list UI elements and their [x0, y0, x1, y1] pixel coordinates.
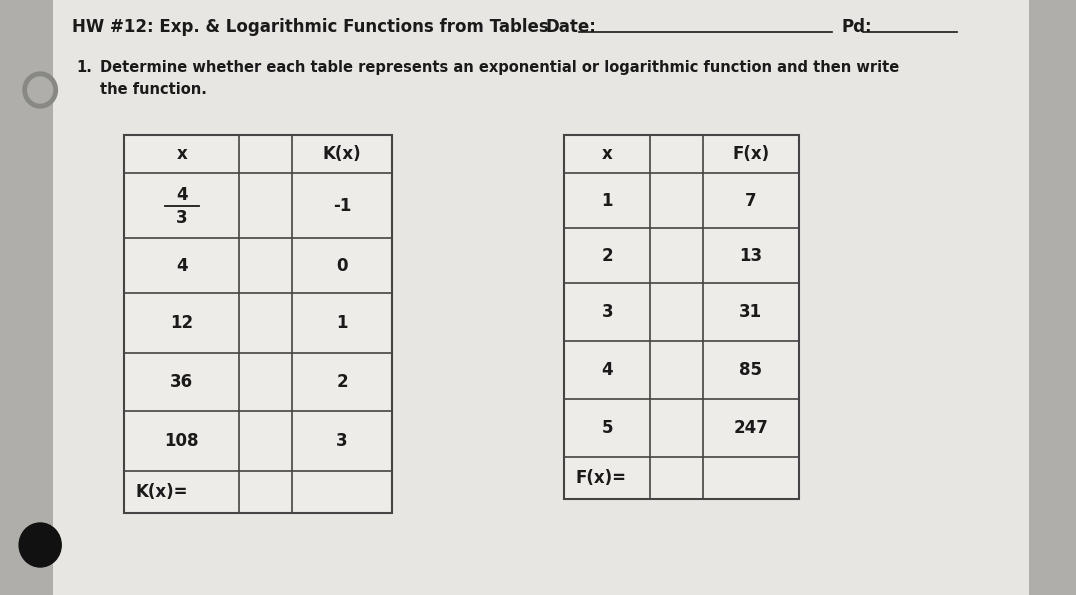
Text: K(x)=: K(x)= [136, 483, 188, 501]
Text: the function.: the function. [100, 82, 208, 97]
Text: F(x)=: F(x)= [576, 469, 627, 487]
Text: 7: 7 [745, 192, 756, 209]
Text: 12: 12 [170, 314, 194, 332]
Text: 2: 2 [601, 246, 613, 265]
Text: -1: -1 [332, 196, 351, 215]
Text: Pd:: Pd: [841, 18, 873, 36]
Text: K(x): K(x) [323, 145, 362, 163]
Text: Date:: Date: [546, 18, 596, 36]
Text: 1: 1 [601, 192, 613, 209]
Circle shape [23, 72, 57, 108]
Text: 108: 108 [165, 432, 199, 450]
Text: x: x [603, 145, 613, 163]
Text: 1.: 1. [76, 60, 93, 75]
Text: 85: 85 [739, 361, 763, 379]
Text: x: x [176, 145, 187, 163]
Text: 3: 3 [336, 432, 348, 450]
Text: 1: 1 [336, 314, 348, 332]
Text: 4: 4 [176, 186, 187, 203]
Text: F(x): F(x) [733, 145, 769, 163]
Text: 4: 4 [601, 361, 613, 379]
Text: 36: 36 [170, 373, 194, 391]
Text: 2: 2 [336, 373, 348, 391]
Circle shape [28, 77, 53, 103]
Text: 3: 3 [601, 303, 613, 321]
Text: 3: 3 [176, 208, 187, 227]
Text: 31: 31 [739, 303, 763, 321]
Text: 5: 5 [601, 419, 613, 437]
Text: 0: 0 [336, 256, 348, 274]
Text: Determine whether each table represents an exponential or logarithmic function a: Determine whether each table represents … [100, 60, 900, 75]
Text: 13: 13 [739, 246, 763, 265]
Text: 4: 4 [176, 256, 187, 274]
Circle shape [19, 523, 61, 567]
Text: 247: 247 [734, 419, 768, 437]
Bar [565, 135, 798, 499]
Text: HW #12: Exp. & Logarithmic Functions from Tables: HW #12: Exp. & Logarithmic Functions fro… [72, 18, 549, 36]
Bar [125, 135, 392, 513]
